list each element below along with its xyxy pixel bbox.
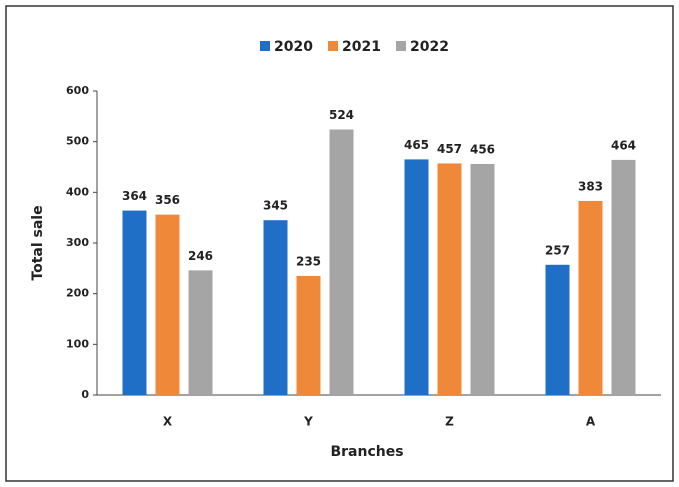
bar	[122, 210, 147, 395]
data-label: 465	[404, 138, 429, 152]
bar	[263, 220, 288, 395]
x-tick-label: X	[163, 415, 173, 429]
bar	[188, 270, 213, 395]
data-label: 457	[437, 142, 462, 156]
data-label: 246	[188, 249, 213, 263]
data-label: 456	[470, 142, 495, 156]
legend-label: 2022	[410, 39, 449, 55]
y-tick-label: 400	[66, 185, 89, 198]
y-axis-label: Total sale	[30, 205, 46, 280]
bar	[404, 159, 429, 395]
bar	[611, 159, 636, 395]
bar	[470, 163, 495, 395]
bar	[155, 214, 180, 395]
data-label: 464	[611, 138, 636, 152]
x-axis-label: Branches	[330, 444, 403, 460]
x-tick-label: Y	[303, 415, 313, 429]
x-tick-label: A	[586, 415, 596, 429]
bar	[545, 264, 570, 395]
legend-swatch	[260, 41, 270, 51]
y-tick-label: 500	[66, 135, 89, 148]
data-label: 524	[329, 108, 354, 122]
x-tick-label: Z	[445, 415, 454, 429]
data-label: 257	[545, 243, 570, 257]
data-label: 235	[296, 254, 321, 268]
bar	[578, 200, 603, 395]
data-label: 356	[155, 193, 180, 207]
legend-label: 2021	[342, 39, 381, 55]
y-tick-label: 300	[66, 236, 89, 249]
y-tick-label: 200	[66, 287, 89, 300]
legend-label: 2020	[274, 39, 313, 55]
data-label: 345	[263, 199, 288, 213]
y-tick-label: 100	[66, 337, 89, 350]
data-label: 383	[578, 179, 603, 193]
legend-swatch	[396, 41, 406, 51]
bar	[329, 129, 354, 396]
bar	[296, 275, 321, 395]
data-label: 364	[122, 189, 147, 203]
bar	[437, 163, 462, 395]
legend-swatch	[328, 41, 338, 51]
y-tick-label: 600	[66, 84, 89, 97]
y-tick-label: 0	[81, 388, 89, 401]
